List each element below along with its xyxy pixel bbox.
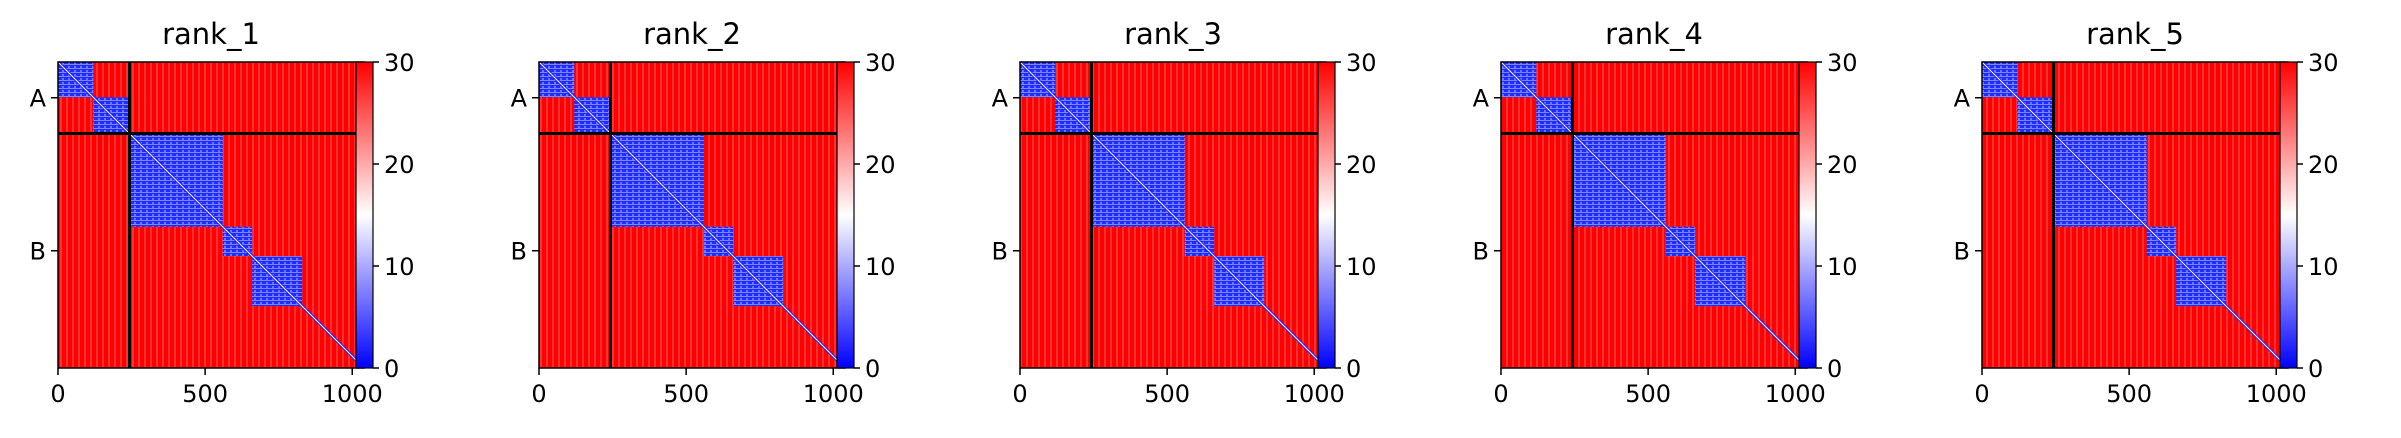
panel-title: rank_5 <box>2086 17 2184 51</box>
x-tick-label: 1000 <box>803 380 864 408</box>
colorbar <box>356 62 373 368</box>
panel-title: rank_3 <box>1124 17 1222 51</box>
colorbar-tick-label: 30 <box>2308 49 2339 77</box>
colorbar-frame <box>1317 61 1336 369</box>
panel-title: rank_2 <box>643 17 741 51</box>
colorbar-tick-label: 0 <box>2308 355 2323 383</box>
chain-label-b: B <box>992 238 1008 266</box>
chain-label-b: B <box>511 238 527 266</box>
chain-label-b: B <box>1473 238 1489 266</box>
x-tick-label: 500 <box>1144 380 1190 408</box>
colorbar-tick-label: 10 <box>1346 253 1377 281</box>
diagonal-highlight <box>1019 61 1327 369</box>
chain-label-a: A <box>992 85 1009 113</box>
colorbar-tick-label: 20 <box>1827 151 1858 179</box>
x-tick-label: 500 <box>182 380 228 408</box>
diagonal-highlight <box>57 61 365 369</box>
colorbar-tick-label: 20 <box>384 151 415 179</box>
chain-label-a: A <box>511 85 528 113</box>
colorbar-frame <box>1798 61 1817 369</box>
chain-label-b: B <box>30 238 46 266</box>
colorbar-tick-label: 10 <box>1827 253 1858 281</box>
x-tick-label: 500 <box>1625 380 1671 408</box>
x-tick-label: 1000 <box>1765 380 1826 408</box>
colorbar-tick-label: 20 <box>1346 151 1377 179</box>
chain-label-a: A <box>1473 85 1490 113</box>
diagonal-highlight <box>1981 61 2289 369</box>
colorbar-tick-label: 30 <box>1827 49 1858 77</box>
x-tick-label: 0 <box>531 380 546 408</box>
colorbar-tick-label: 30 <box>865 49 896 77</box>
chain-label-a: A <box>30 85 47 113</box>
chain-label-b: B <box>1954 238 1970 266</box>
panel-title: rank_1 <box>162 17 260 51</box>
x-tick-label: 1000 <box>1284 380 1345 408</box>
diagonal-highlight <box>538 61 846 369</box>
colorbar-tick-label: 0 <box>1827 355 1842 383</box>
panel-title: rank_4 <box>1605 17 1703 51</box>
x-tick-label: 0 <box>1012 380 1027 408</box>
colorbar-tick-label: 20 <box>865 151 896 179</box>
colorbar-tick-label: 0 <box>1346 355 1361 383</box>
x-tick-label: 0 <box>1974 380 1989 408</box>
colorbar <box>1799 62 1816 368</box>
colorbar-tick-label: 10 <box>865 253 896 281</box>
x-tick-label: 1000 <box>2246 380 2307 408</box>
x-tick-label: 500 <box>2106 380 2152 408</box>
colorbar-frame <box>355 61 374 369</box>
x-tick-label: 0 <box>1493 380 1508 408</box>
colorbar-tick-label: 0 <box>384 355 399 383</box>
colorbar-tick-label: 30 <box>384 49 415 77</box>
colorbar-frame <box>836 61 855 369</box>
x-tick-label: 1000 <box>322 380 383 408</box>
colorbar-tick-label: 30 <box>1346 49 1377 77</box>
colorbar-tick-label: 0 <box>865 355 880 383</box>
diagonal-highlight <box>1500 61 1808 369</box>
x-tick-label: 500 <box>663 380 709 408</box>
colorbar <box>2280 62 2297 368</box>
colorbar-tick-label: 10 <box>384 253 415 281</box>
x-tick-label: 0 <box>50 380 65 408</box>
colorbar <box>837 62 854 368</box>
chain-label-a: A <box>1954 85 1971 113</box>
colorbar-tick-label: 20 <box>2308 151 2339 179</box>
colorbar-tick-label: 10 <box>2308 253 2339 281</box>
colorbar <box>1318 62 1335 368</box>
colorbar-frame <box>2279 61 2298 369</box>
